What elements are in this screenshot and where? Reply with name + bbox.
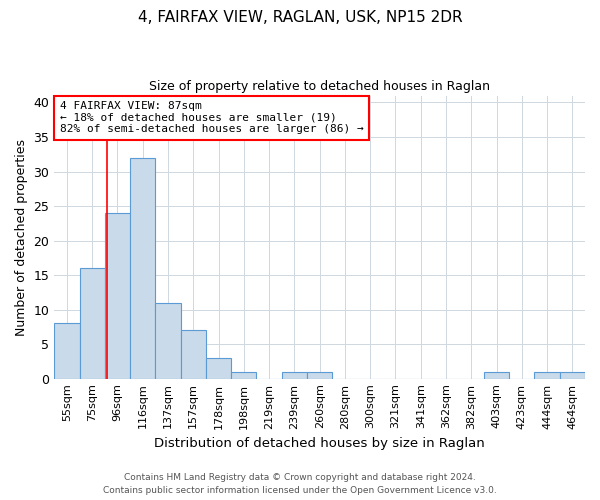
Bar bbox=[105, 213, 130, 378]
Text: Contains HM Land Registry data © Crown copyright and database right 2024.
Contai: Contains HM Land Registry data © Crown c… bbox=[103, 474, 497, 495]
X-axis label: Distribution of detached houses by size in Raglan: Distribution of detached houses by size … bbox=[154, 437, 485, 450]
Text: 4, FAIRFAX VIEW, RAGLAN, USK, NP15 2DR: 4, FAIRFAX VIEW, RAGLAN, USK, NP15 2DR bbox=[137, 10, 463, 25]
Bar bbox=[282, 372, 307, 378]
Bar bbox=[231, 372, 256, 378]
Y-axis label: Number of detached properties: Number of detached properties bbox=[15, 138, 28, 336]
Bar bbox=[130, 158, 155, 378]
Bar bbox=[181, 330, 206, 378]
Bar bbox=[54, 324, 80, 378]
Bar bbox=[206, 358, 231, 378]
Bar bbox=[80, 268, 105, 378]
Bar bbox=[560, 372, 585, 378]
Text: 4 FAIRFAX VIEW: 87sqm
← 18% of detached houses are smaller (19)
82% of semi-deta: 4 FAIRFAX VIEW: 87sqm ← 18% of detached … bbox=[59, 101, 364, 134]
Bar bbox=[535, 372, 560, 378]
Bar bbox=[307, 372, 332, 378]
Bar bbox=[155, 302, 181, 378]
Title: Size of property relative to detached houses in Raglan: Size of property relative to detached ho… bbox=[149, 80, 490, 93]
Bar bbox=[484, 372, 509, 378]
